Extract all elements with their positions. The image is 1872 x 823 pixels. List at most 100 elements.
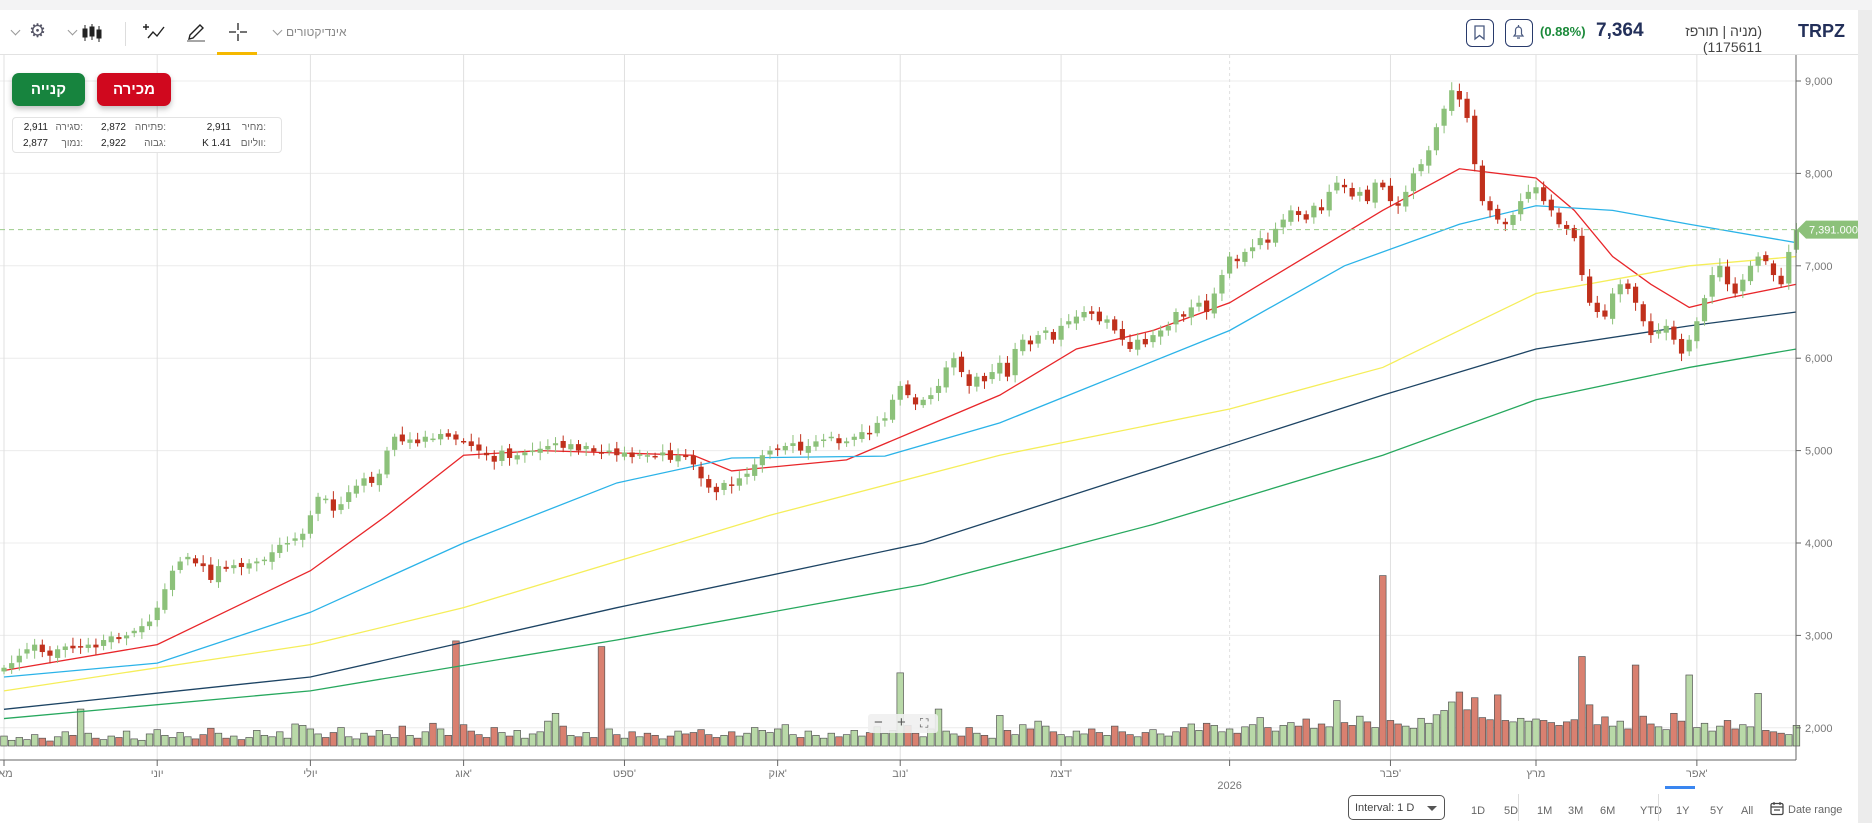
candle-body (1663, 325, 1669, 333)
candle-body (1617, 284, 1623, 295)
volume-bar (1501, 720, 1510, 747)
candle-body (591, 448, 597, 452)
candle-body (568, 444, 574, 450)
volume-bar (1608, 725, 1617, 747)
volume-bar (184, 736, 192, 747)
volume-bar (1440, 710, 1448, 747)
candle-body (315, 496, 321, 514)
range-1d[interactable]: 1D (1471, 805, 1486, 817)
volume-bar (1585, 704, 1594, 747)
sell-button[interactable]: מכירה (97, 73, 171, 106)
volume-bar (1731, 728, 1739, 747)
candle-body (1257, 238, 1263, 246)
candle-body (277, 544, 283, 553)
price-value: 2,911 (206, 122, 231, 133)
candle-body (1112, 319, 1118, 331)
interval-select[interactable]: Interval: 1 D (1348, 795, 1445, 820)
candle-body (813, 441, 819, 447)
volume-bar (551, 712, 560, 747)
volume-bar (712, 737, 721, 747)
active-tool-underline (217, 52, 257, 55)
indicators-menu[interactable]: אינדיקטורים (286, 25, 347, 39)
scrollbar[interactable] (1858, 10, 1872, 823)
volume-bar (237, 739, 246, 747)
candle-body (1158, 330, 1164, 337)
date-range-button[interactable]: Date range (1788, 804, 1843, 816)
volume-bar (597, 646, 606, 747)
volume-bar (1256, 717, 1264, 747)
candle-body (882, 418, 888, 421)
range-3m[interactable]: 3M (1568, 805, 1584, 817)
range-all[interactable]: All (1741, 805, 1754, 817)
candle-body (269, 552, 275, 562)
range-1m[interactable]: 1M (1537, 805, 1553, 817)
volume-bar (536, 731, 544, 747)
candle-body (621, 452, 628, 457)
volume-bar (421, 731, 429, 747)
candlestick-icon[interactable] (82, 23, 102, 43)
candle-body (476, 444, 482, 451)
candle-body (1020, 339, 1026, 352)
alert-button[interactable] (1505, 19, 1533, 47)
range-ytd[interactable]: YTD (1640, 805, 1662, 817)
volume-bar (1241, 726, 1249, 747)
volume-bar (666, 735, 675, 747)
zoom-out-button[interactable]: − (874, 714, 883, 731)
range-5d[interactable]: 5D (1504, 805, 1519, 817)
add-trendline-icon[interactable] (142, 23, 166, 41)
candle-body (1372, 182, 1378, 203)
range-6m[interactable]: 6M (1600, 805, 1616, 817)
volume-bar (528, 733, 537, 747)
volume-bar (996, 715, 1004, 747)
volume-bar (1494, 694, 1502, 747)
volume-bar (482, 737, 491, 747)
gear-icon[interactable]: ⚙ (29, 21, 47, 42)
volume-bar (1072, 730, 1081, 747)
volume-bar (1111, 725, 1119, 747)
zoom-in-button[interactable]: + (897, 714, 906, 731)
volume-bar (628, 731, 636, 747)
volume-bar (1042, 725, 1050, 747)
volume-bar (368, 735, 376, 747)
candle-body (1004, 362, 1011, 377)
volume-bar (1739, 724, 1747, 747)
candle-body (652, 455, 658, 458)
fullscreen-icon[interactable]: ⛶ (920, 716, 929, 730)
volume-bar (567, 734, 575, 747)
volume-bar (107, 735, 115, 747)
candle-body (805, 445, 811, 453)
candle-body (1395, 203, 1401, 206)
moving-average-line (3, 255, 1797, 692)
candle-body (361, 478, 367, 486)
volume-bar (674, 730, 682, 747)
active-range-indicator (1665, 786, 1695, 789)
volume-bar (1049, 731, 1058, 747)
volume-bar (1394, 723, 1402, 747)
volume-bar (1202, 722, 1211, 747)
volume-bar (1777, 732, 1785, 747)
volume-bar (758, 730, 766, 747)
volume-bar (1754, 693, 1762, 747)
volume-bar (53, 736, 62, 747)
candle-body (1456, 90, 1462, 100)
volume-bar (1195, 730, 1203, 747)
pencil-icon[interactable] (186, 22, 206, 42)
volume-bar (291, 723, 299, 747)
range-1y[interactable]: 1Y (1676, 805, 1690, 817)
range-5y[interactable]: 5Y (1710, 805, 1724, 817)
candle-body (1571, 228, 1577, 239)
volume-bar (613, 734, 621, 747)
crosshair-icon[interactable] (228, 22, 248, 42)
candle-body (798, 441, 804, 451)
buy-button[interactable]: קנייה (12, 73, 85, 106)
calendar-icon[interactable] (1770, 801, 1784, 816)
volume-bar (1685, 674, 1693, 747)
symbol: TRPZ (1798, 21, 1845, 41)
candle-body (1441, 108, 1447, 126)
security-description: (מניה | תורפז 1175611) (1685, 23, 1762, 55)
volume-bar (115, 737, 123, 747)
bookmark-button[interactable] (1466, 19, 1494, 47)
y-tick-label: 8,000 (1805, 168, 1833, 180)
x-tick-label: אפר' (1686, 768, 1708, 780)
